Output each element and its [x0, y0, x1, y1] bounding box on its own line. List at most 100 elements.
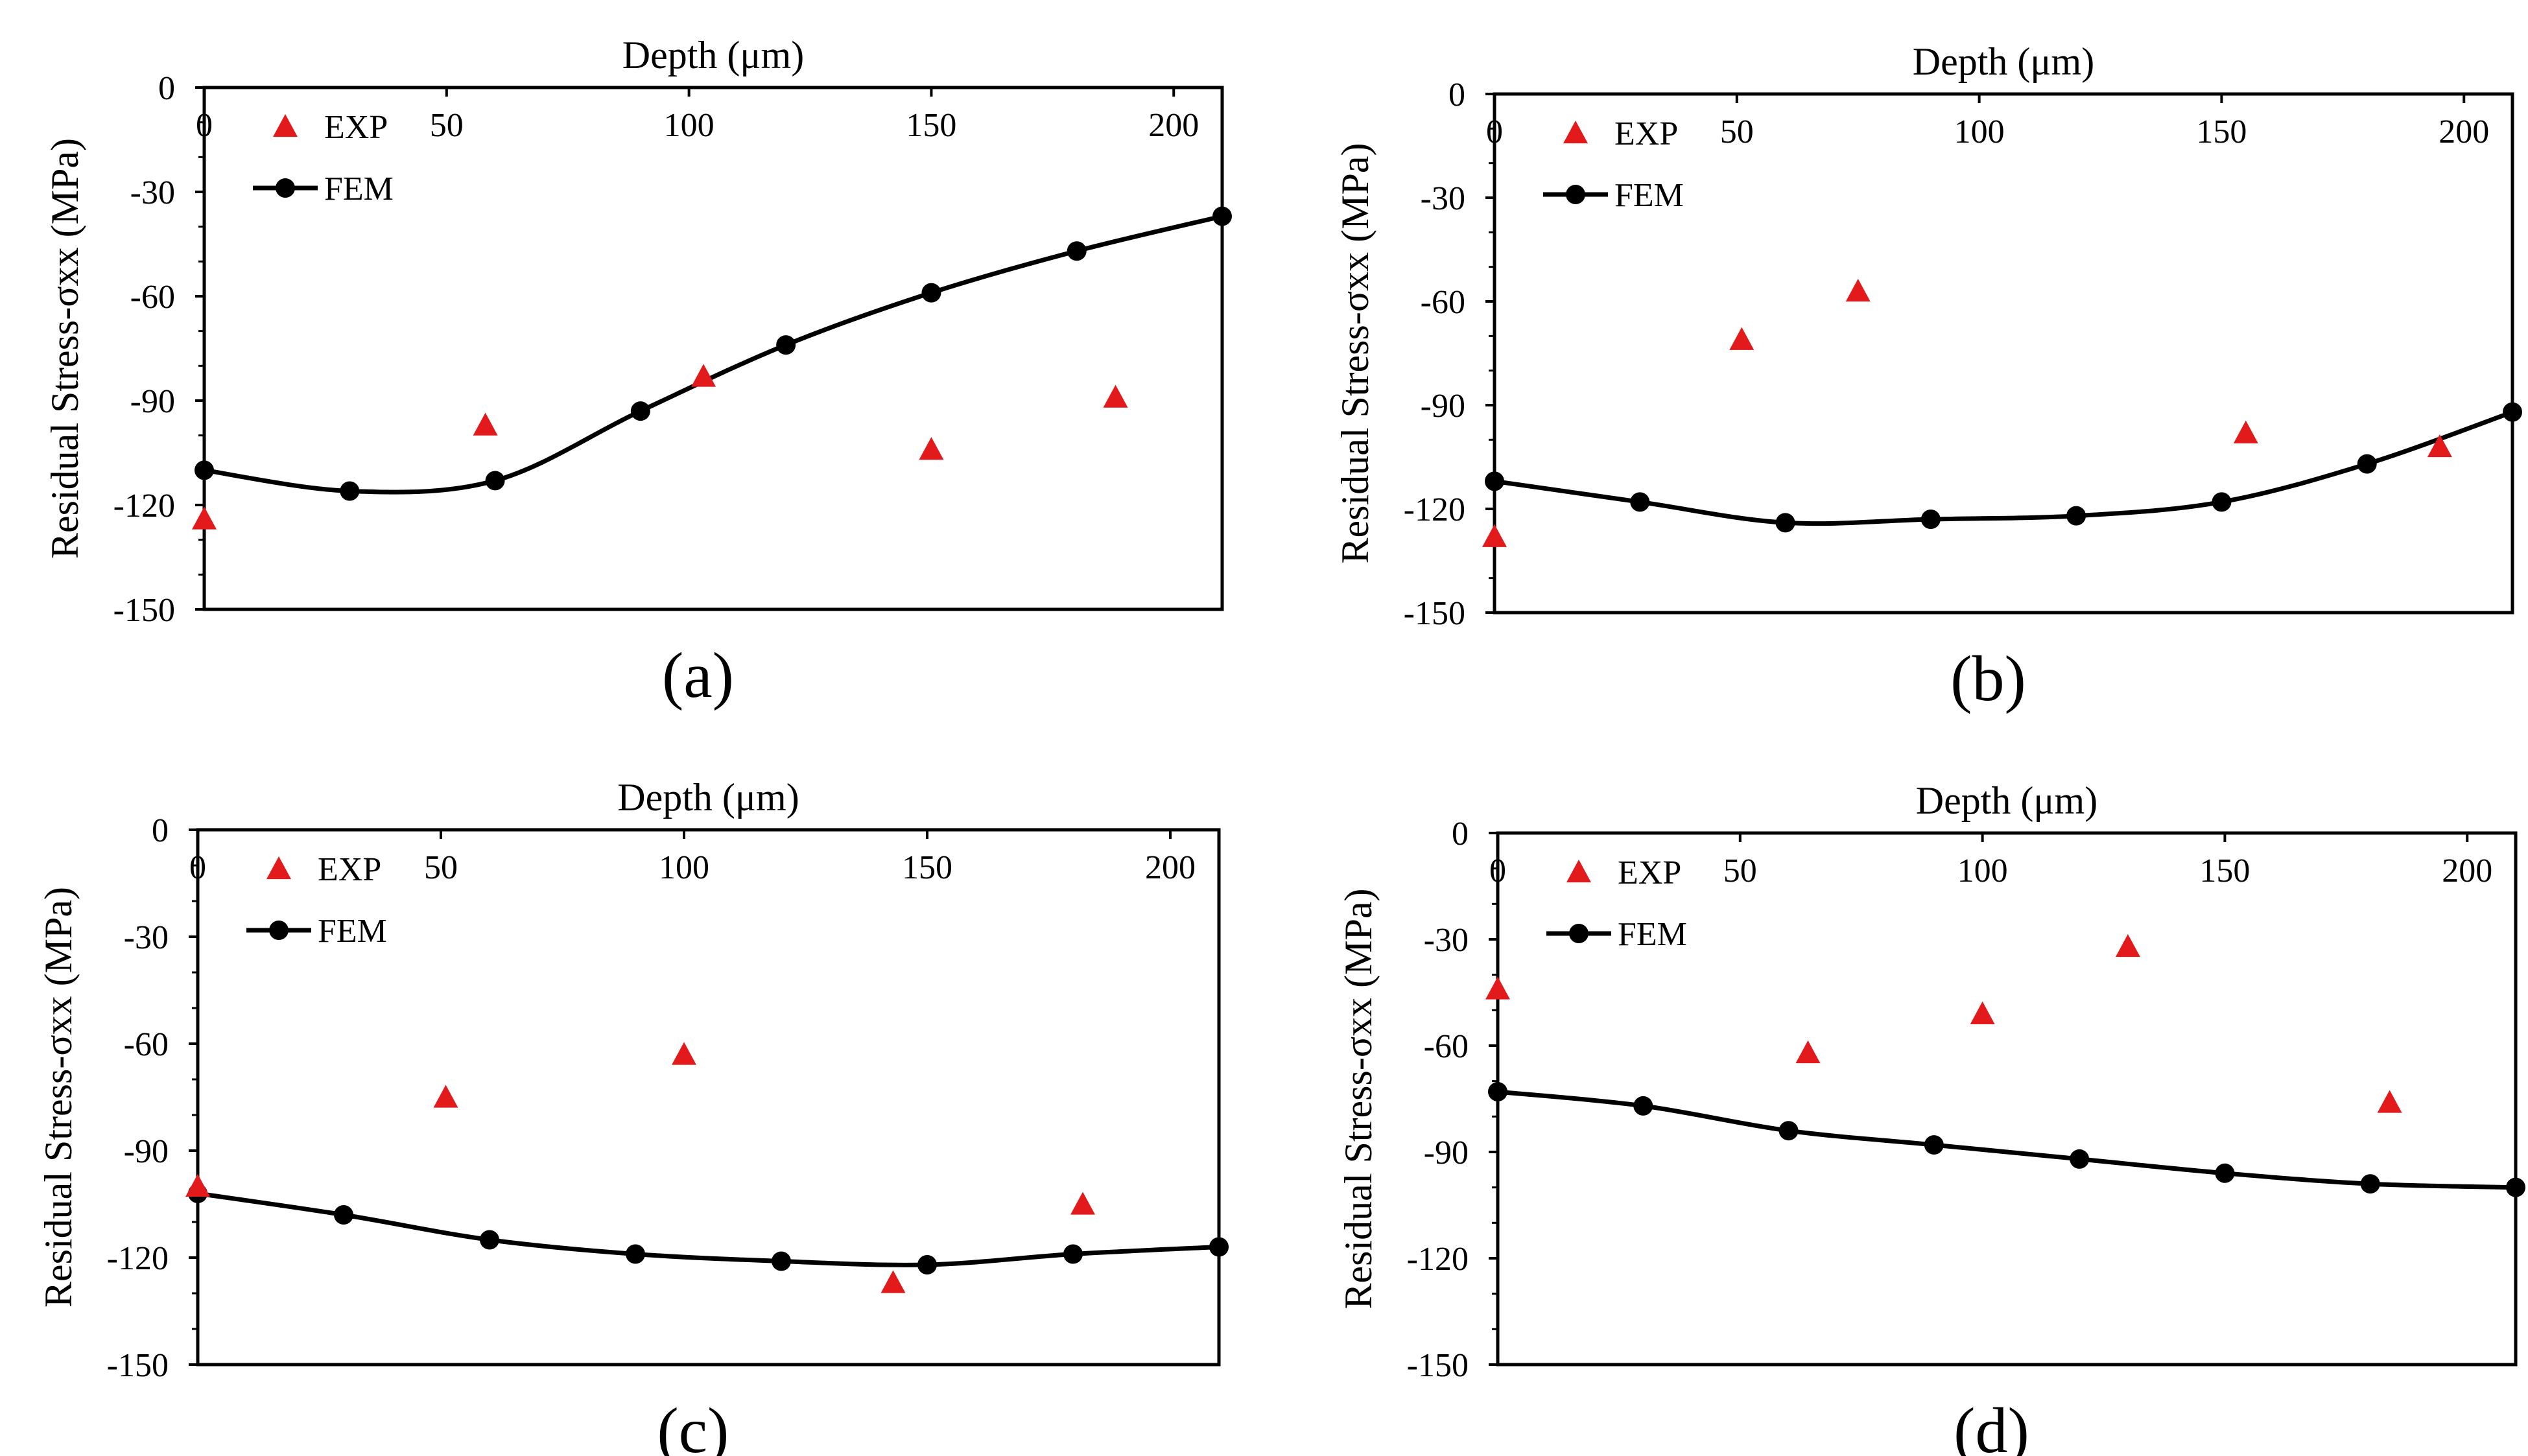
x-tick-label: 0	[196, 107, 213, 144]
exp-data-point	[1795, 1040, 1821, 1064]
exp-data-point	[2377, 1090, 2402, 1113]
y-tick-label: -150	[113, 592, 175, 629]
panel-label: (a)	[662, 639, 734, 711]
fem-data-point	[1067, 241, 1087, 261]
fem-data-point	[340, 481, 360, 501]
x-tick-label: 150	[906, 107, 956, 144]
x-tick-label: 200	[2442, 852, 2492, 889]
legend-exp-label: EXP	[324, 109, 388, 146]
legend-exp-marker	[1563, 121, 1588, 144]
y-tick-label: -30	[1424, 922, 1469, 959]
y-tick-label: -60	[130, 279, 175, 316]
x-axis-title: Depth (μm)	[622, 34, 804, 76]
fem-data-point	[1920, 510, 1941, 529]
y-axis-title: Residual Stress-σxx (MPa)	[43, 138, 86, 559]
fem-data-point	[1633, 1096, 1653, 1116]
y-tick-label: 0	[1452, 816, 1469, 852]
x-tick-label: 50	[430, 107, 464, 144]
x-axis-title: Depth (μm)	[1916, 779, 2097, 822]
fem-data-point	[2506, 1177, 2525, 1197]
y-axis-title: Residual Stress-σxx (MPa)	[37, 887, 80, 1308]
fem-data-point	[2357, 454, 2377, 474]
y-tick-label: -120	[107, 1240, 169, 1277]
fem-series-line	[197, 1191, 1220, 1267]
legend: EXP FEM	[1543, 115, 1684, 214]
x-tick-label: 50	[424, 849, 458, 886]
legend-exp-marker	[1566, 860, 1591, 883]
x-tick-label: 100	[664, 107, 715, 144]
panel-label: (b)	[1950, 642, 2026, 714]
fem-data-point	[917, 1255, 937, 1274]
fem-data-point	[2070, 1149, 2090, 1169]
y-tick-label: -90	[124, 1133, 169, 1170]
exp-data-point	[1485, 976, 1510, 1000]
x-tick-label: 200	[2439, 113, 2489, 150]
y-tick-label: -90	[1421, 388, 1465, 425]
exp-data-point	[672, 1042, 696, 1065]
legend-fem-marker	[1566, 185, 1585, 204]
legend-fem-marker	[269, 921, 289, 940]
panel-label: (d)	[1954, 1394, 2029, 1456]
x-tick-label: 150	[2199, 852, 2250, 889]
fem-data-point	[630, 401, 650, 421]
y-tick-label: -60	[124, 1026, 169, 1063]
exp-data-point	[433, 1085, 458, 1108]
y-tick-label: -120	[1404, 491, 1465, 528]
legend-fem-marker	[1569, 924, 1589, 943]
exp-data-point	[1482, 524, 1507, 547]
fem-data-point	[1778, 1121, 1799, 1141]
y-tick-label: -30	[130, 174, 175, 211]
fem-data-point	[2215, 1163, 2235, 1183]
x-axis-title: Depth (μm)	[1913, 40, 2094, 83]
fem-data-point	[1209, 1237, 1229, 1257]
exp-data-point	[691, 364, 716, 387]
y-tick-label: 0	[152, 812, 169, 849]
x-tick-label: 150	[902, 849, 952, 886]
fem-data-point	[1775, 513, 1795, 533]
y-tick-label: -150	[1404, 595, 1465, 632]
fem-data-point	[1485, 471, 1504, 491]
x-tick-label: 200	[1145, 849, 1196, 886]
fem-series-line	[1497, 1089, 2516, 1190]
x-tick-label: 50	[1720, 113, 1754, 150]
panel-label: (c)	[657, 1394, 729, 1456]
fem-data-point	[1063, 1244, 1083, 1264]
plot-frame	[196, 828, 1221, 1367]
fem-data-point	[776, 335, 796, 355]
exp-data-point	[2427, 434, 2452, 458]
x-tick-label: 0	[1489, 852, 1506, 889]
x-tick-label: 50	[1723, 852, 1757, 889]
exp-data-point	[1845, 279, 1871, 302]
legend-exp-marker	[266, 856, 291, 880]
plot-frame	[1493, 92, 2514, 615]
fem-data-point	[2360, 1174, 2380, 1194]
fem-data-point	[2066, 506, 2086, 526]
legend-exp-label: EXP	[1614, 115, 1678, 152]
legend-fem-marker	[276, 178, 295, 198]
fem-data-point	[1630, 492, 1650, 512]
fem-series-line	[1494, 410, 2514, 526]
legend-fem-label: FEM	[1614, 177, 1684, 214]
exp-data-point	[473, 412, 498, 436]
x-tick-label: 100	[1954, 113, 2005, 150]
legend-exp-marker	[273, 114, 298, 137]
fem-data-point	[195, 460, 214, 480]
chart-panel-2: 0 -30 -60 -90 -120 -150 0 50 100 150 200 Depth (μm)…	[1334, 40, 2522, 714]
y-tick-label: -150	[107, 1347, 169, 1384]
chart-panel-1: 0 -30 -60 -90 -120 -150 0 50 100 150 200 Depth (μm)…	[43, 34, 1232, 711]
legend-exp-label: EXP	[318, 851, 381, 888]
y-tick-label: -60	[1421, 284, 1465, 321]
legend-fem-label: FEM	[324, 170, 394, 207]
exp-data-point	[1970, 1001, 1995, 1024]
fem-data-point	[2503, 402, 2522, 422]
exp-data-point	[1103, 384, 1128, 408]
fem-data-point	[1212, 206, 1232, 226]
exp-data-point	[919, 437, 944, 460]
y-tick-label: -30	[124, 919, 169, 956]
x-axis-title: Depth (μm)	[617, 776, 799, 819]
y-tick-label: -120	[1407, 1241, 1469, 1278]
fem-data-point	[1488, 1082, 1507, 1102]
y-axis-title: Residual Stress-σxx (MPa)	[1334, 143, 1376, 564]
fem-data-point	[626, 1244, 645, 1264]
